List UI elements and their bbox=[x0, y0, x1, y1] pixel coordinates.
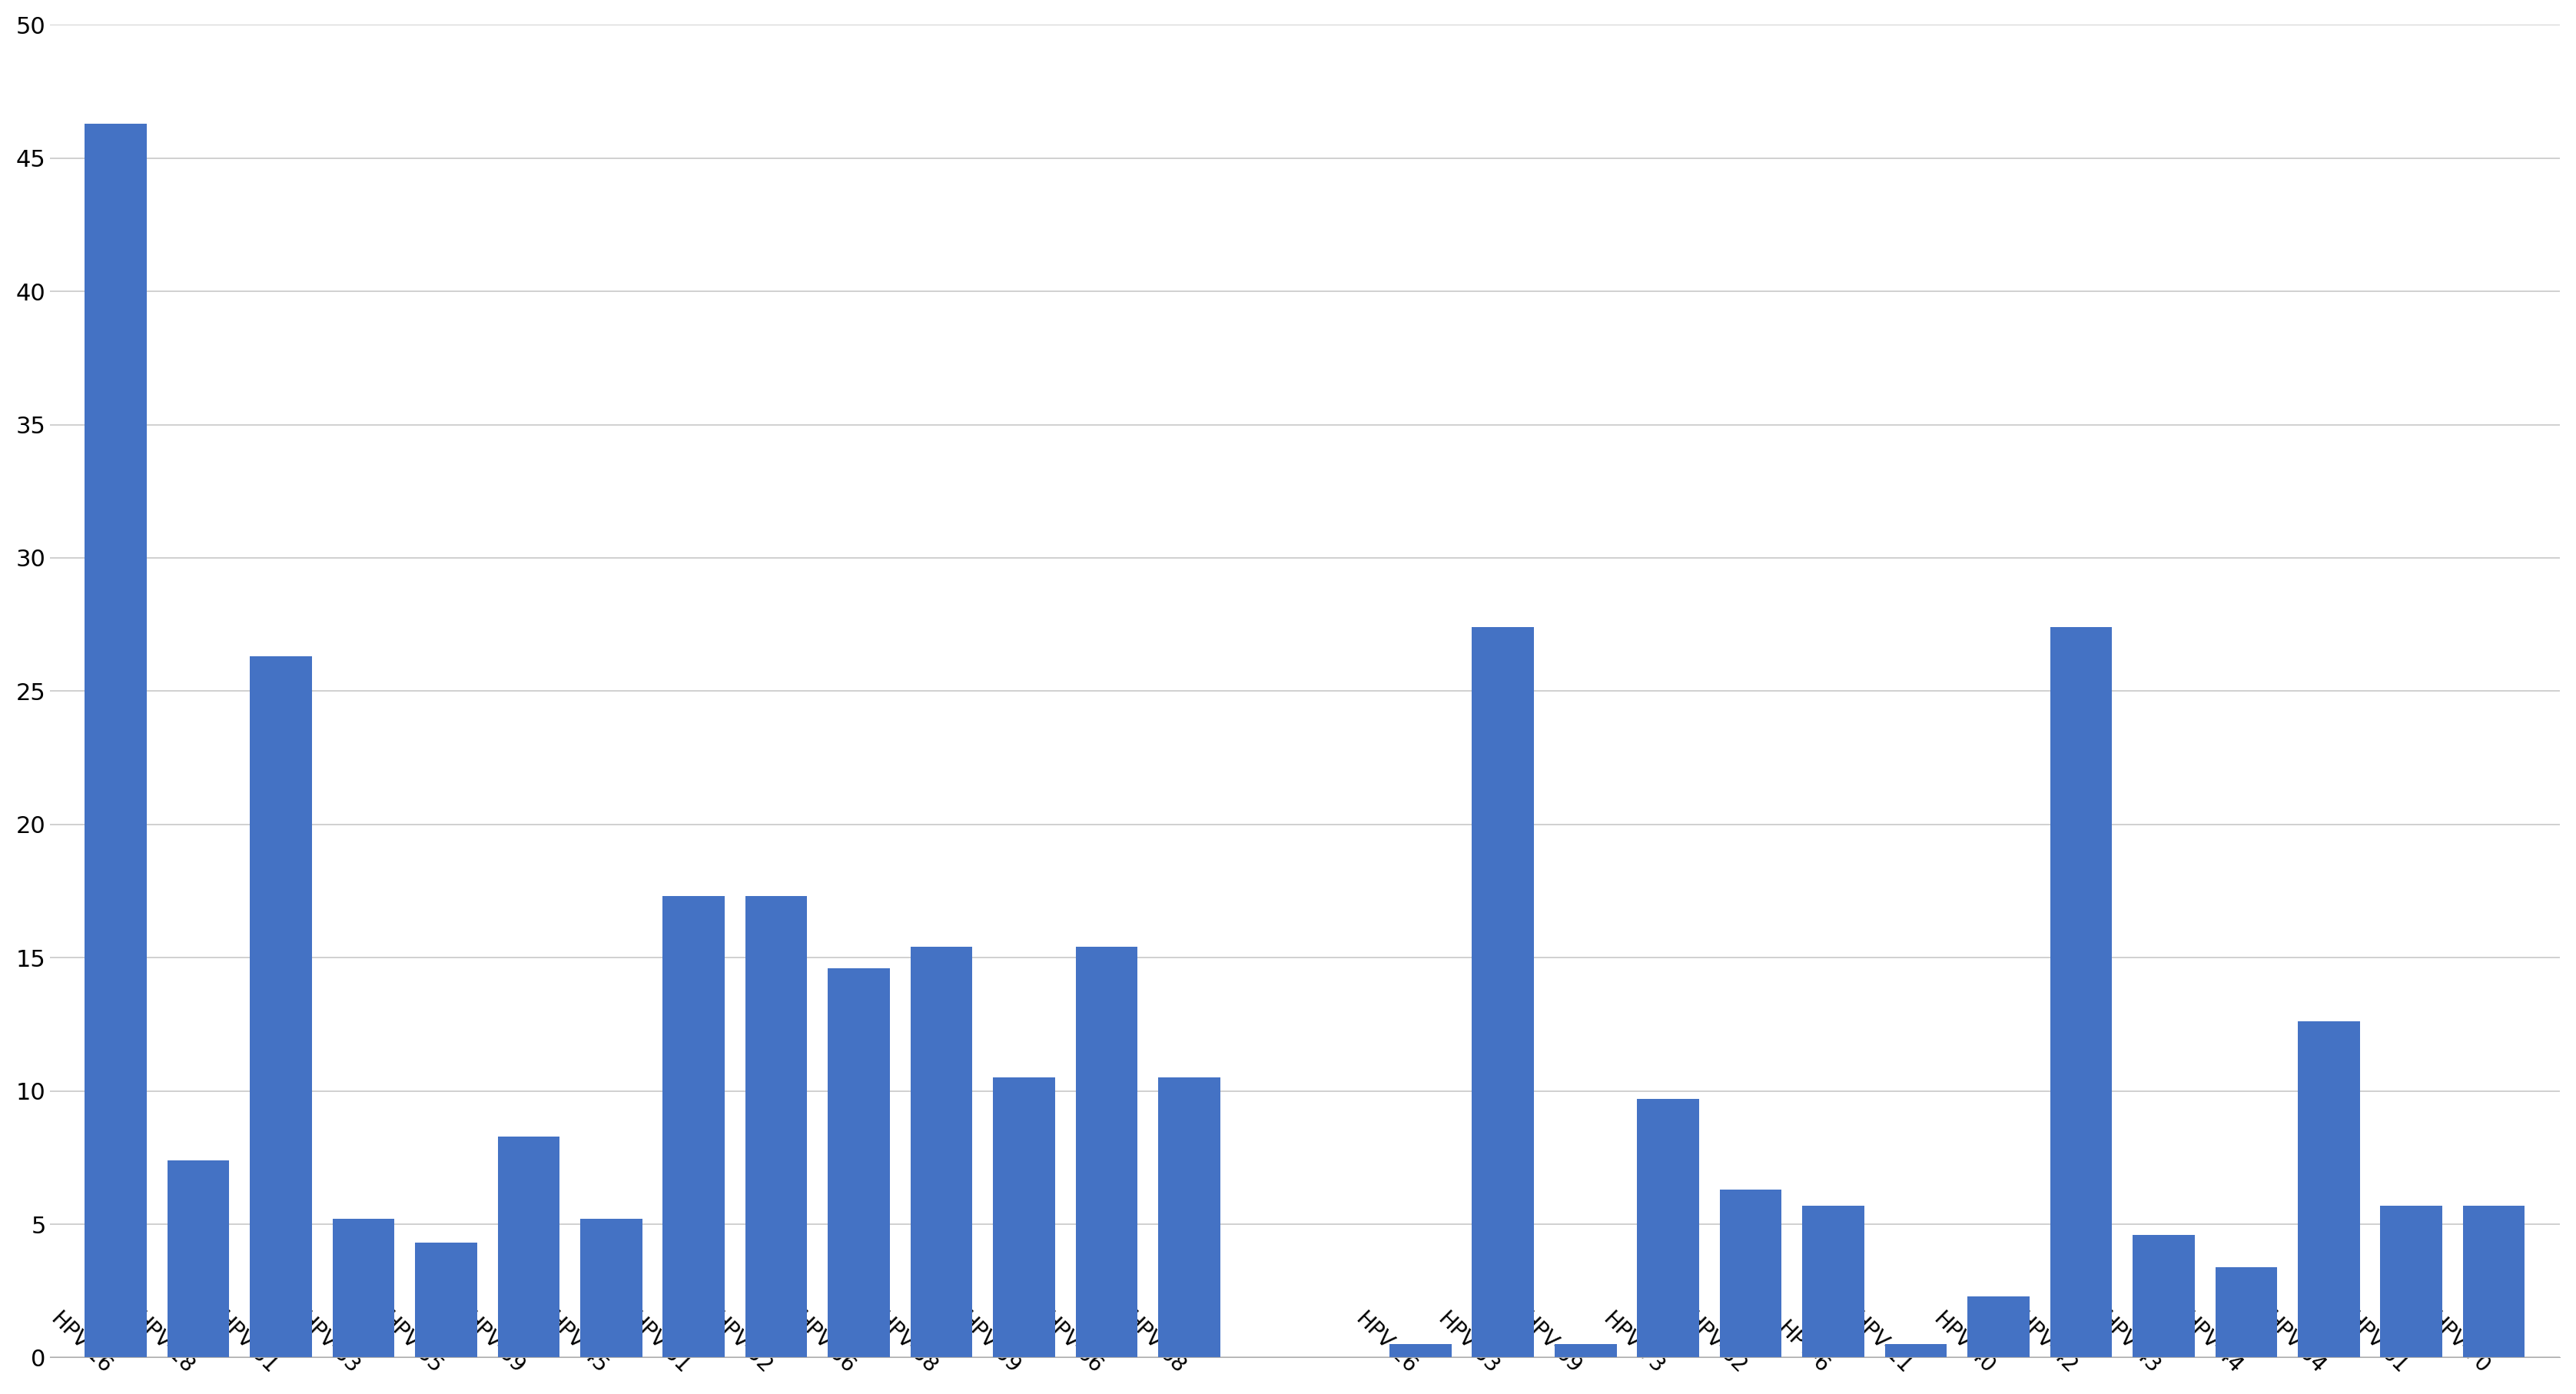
Bar bbox=[2463, 1206, 2524, 1358]
Bar bbox=[2215, 1267, 2277, 1358]
Bar bbox=[909, 947, 971, 1358]
Bar bbox=[85, 124, 147, 1358]
Bar bbox=[1886, 1344, 1947, 1358]
Bar bbox=[1159, 1078, 1221, 1358]
Bar bbox=[1471, 627, 1533, 1358]
Bar bbox=[2133, 1235, 2195, 1358]
Bar bbox=[167, 1160, 229, 1358]
Bar bbox=[2380, 1206, 2442, 1358]
Bar bbox=[827, 969, 889, 1358]
Bar bbox=[1388, 1344, 1450, 1358]
Bar bbox=[1968, 1296, 2030, 1358]
Bar bbox=[1638, 1098, 1700, 1358]
Bar bbox=[250, 657, 312, 1358]
Bar bbox=[1077, 947, 1139, 1358]
Bar bbox=[580, 1218, 641, 1358]
Bar bbox=[497, 1136, 559, 1358]
Bar bbox=[994, 1078, 1056, 1358]
Bar bbox=[1553, 1344, 1618, 1358]
Bar bbox=[332, 1218, 394, 1358]
Bar bbox=[744, 896, 806, 1358]
Bar bbox=[662, 896, 724, 1358]
Bar bbox=[2298, 1022, 2360, 1358]
Bar bbox=[2050, 627, 2112, 1358]
Bar bbox=[1721, 1189, 1783, 1358]
Bar bbox=[1803, 1206, 1865, 1358]
Bar bbox=[415, 1243, 477, 1358]
